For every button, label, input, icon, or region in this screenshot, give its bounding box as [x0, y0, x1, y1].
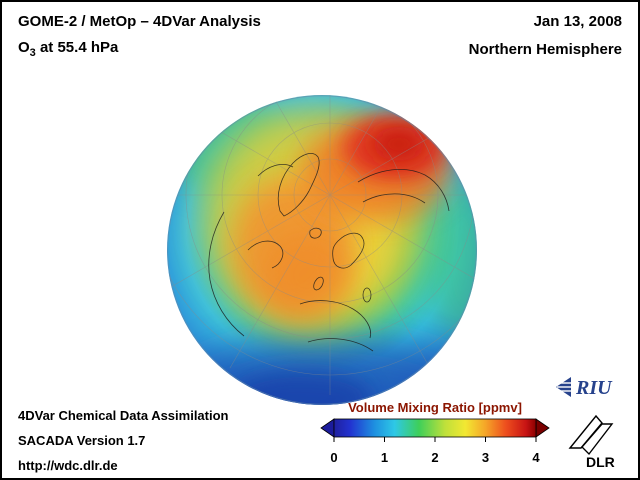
- globe-limb: [167, 95, 477, 405]
- tick-label-4: 4: [532, 450, 540, 465]
- dlr-emblem-icon: [568, 414, 614, 456]
- pressure-level: at 55.4 hPa: [35, 39, 119, 56]
- version-label: SACADA Version 1.7: [18, 433, 146, 448]
- tick-label-0: 0: [330, 450, 338, 465]
- colorbar-svg: [320, 418, 550, 442]
- dlr-logo-svg: DLR: [568, 414, 615, 470]
- credits-block: 4DVar Chemical Data Assimilation SACADA …: [18, 403, 229, 478]
- ozone-low-blue-region-south: [167, 335, 477, 405]
- colorbar-gradient: [333, 418, 537, 438]
- riu-logo: RIU: [554, 374, 624, 405]
- assimilation-label: 4DVar Chemical Data Assimilation: [18, 408, 229, 423]
- graticule: [167, 95, 477, 395]
- tick-label-1: 1: [380, 450, 389, 465]
- url-label: http://wdc.dlr.de: [18, 458, 118, 473]
- date-block: Jan 13, 2008 Northern Hemisphere: [469, 14, 622, 57]
- riu-arrow-hatch: [557, 382, 571, 392]
- title-block: GOME-2 / MetOp – 4DVar Analysis O3 at 55…: [18, 14, 261, 59]
- colorbar-left-arrow: [320, 418, 335, 438]
- page-title: GOME-2 / MetOp – 4DVar Analysis: [18, 13, 261, 30]
- tick-label-2: 2: [431, 450, 439, 465]
- ozone-globe-map: [162, 90, 482, 410]
- ozone-green-region-east: [427, 180, 477, 340]
- variable-subtitle: O3 at 55.4 hPa: [18, 40, 261, 59]
- analysis-date: Jan 13, 2008: [533, 13, 622, 30]
- colorbar-tick-marks: [333, 437, 537, 442]
- dlr-logo: DLR: [562, 408, 620, 475]
- o3-subscript: 3: [29, 47, 36, 59]
- colorbar-tick-labels: 0 1 2 3 4: [320, 450, 550, 466]
- ozone-orange-region-europe: [262, 230, 352, 320]
- coastlines: [208, 153, 450, 352]
- o3-symbol: O: [18, 39, 30, 56]
- ozone-minimum-region: [232, 370, 372, 405]
- riu-logo-text: RIU: [575, 377, 613, 399]
- colorbar-title: Volume Mixing Ratio [ppmv]: [348, 400, 522, 415]
- dlr-logo-text: DLR: [586, 454, 615, 470]
- ozone-heatmap-svg: [167, 95, 477, 405]
- hemisphere-label: Northern Hemisphere: [468, 41, 622, 58]
- colorbar-right-arrow: [535, 418, 550, 438]
- colorbar-block: Volume Mixing Ratio [ppmv]: [320, 400, 550, 466]
- riu-logo-svg: RIU: [556, 377, 613, 399]
- tick-label-3: 3: [481, 450, 490, 465]
- ozone-red-core: [373, 127, 425, 161]
